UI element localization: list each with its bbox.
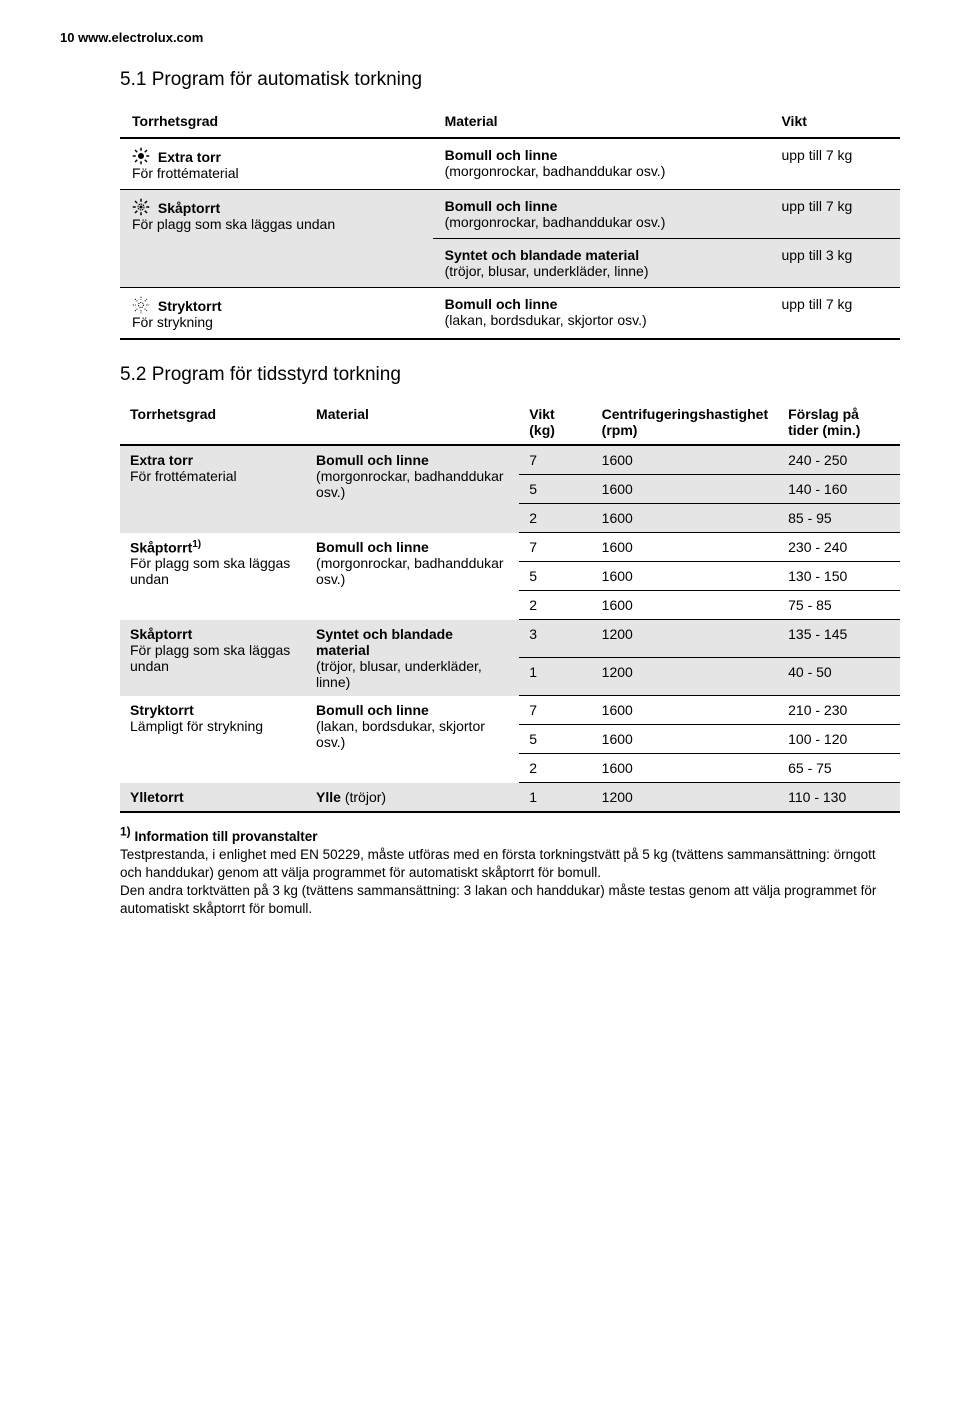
t2-cell-vikt: 7 [519,445,591,475]
t1-row-material-bold: Bomull och linne [445,147,558,163]
t2-cell-time: 130 - 150 [778,562,900,591]
t2-cell-rpm: 1600 [592,696,778,725]
t2-cell-time: 75 - 85 [778,591,900,620]
t2-cell-name: Ylletorrt [120,783,306,813]
t2-cell-vikt: 1 [519,658,591,696]
t1-row-name-bold: Stryktorrt [158,298,222,314]
t1-row-material-sub: (morgonrockar, badhanddukar osv.) [445,163,666,179]
t2-row: Skåptorrt1)För plagg som ska läggas unda… [120,533,900,562]
t1-header-2: Vikt [769,105,900,138]
section-heading-52: 5.2 Program för tidsstyrd torkning [120,364,900,386]
t2-cell-vikt: 2 [519,754,591,783]
t2-cell-time: 110 - 130 [778,783,900,813]
t2-cell-vikt: 5 [519,562,591,591]
t2-cell-time: 40 - 50 [778,658,900,696]
t2-cell-vikt: 2 [519,591,591,620]
t2-cell-material: Ylle (tröjor) [306,783,519,813]
t1-row-name-sub: För plagg som ska läggas undan [132,216,335,232]
t2-cell-name: Extra torrFör frottématerial [120,445,306,533]
t2-cell-rpm: 1200 [592,783,778,813]
t1-row-name-sub: För strykning [132,314,213,330]
sun-full-icon [132,147,150,165]
t2-cell-rpm: 1200 [592,658,778,696]
sun-half-icon [132,198,150,216]
t1-row-vikt: upp till 3 kg [769,239,900,288]
t2-cell-vikt: 7 [519,533,591,562]
t2-cell-rpm: 1600 [592,533,778,562]
t2-row: StryktorrtLämpligt för strykningBomull o… [120,696,900,725]
t2-cell-name: StryktorrtLämpligt för strykning [120,696,306,783]
t1-row-material-bold: Syntet och blandade material [445,247,640,263]
t1-row-material-bold: Bomull och linne [445,296,558,312]
footnote-p1: Testprestanda, i enlighet med EN 50229, … [120,847,876,880]
t2-cell-rpm: 1200 [592,620,778,658]
t2-cell-rpm: 1600 [592,504,778,533]
t1-row-vikt: upp till 7 kg [769,190,900,239]
t2-cell-rpm: 1600 [592,725,778,754]
t2-cell-rpm: 1600 [592,475,778,504]
t1-row-material-sub: (tröjor, blusar, underkläder, linne) [445,263,649,279]
page-header: 10 www.electrolux.com [60,30,900,45]
t2-cell-time: 85 - 95 [778,504,900,533]
t2-cell-material: Syntet och blandade material(tröjor, blu… [306,620,519,696]
t1-header-1: Material [433,105,770,138]
t2-cell-material: Bomull och linne(lakan, bordsdukar, skjo… [306,696,519,783]
t2-cell-rpm: 1600 [592,754,778,783]
t2-cell-vikt: 7 [519,696,591,725]
t2-cell-rpm: 1600 [592,591,778,620]
t2-cell-vikt: 5 [519,725,591,754]
t2-cell-time: 210 - 230 [778,696,900,725]
t2-cell-vikt: 5 [519,475,591,504]
footnote-p2: Den andra torktvätten på 3 kg (tvättens … [120,883,876,916]
t1-row: Extra torr För frottématerial Bomull och… [120,138,900,190]
t2-cell-vikt: 1 [519,783,591,813]
t2-header-0: Torrhetsgrad [120,400,306,445]
t1-row-vikt: upp till 7 kg [769,288,900,340]
sun-outline-icon [132,296,150,314]
t2-cell-material: Bomull och linne(morgonrockar, badhanddu… [306,445,519,533]
t2-header-1: Material [306,400,519,445]
t1-row-material-sub: (lakan, bordsdukar, skjortor osv.) [445,312,647,328]
t1-row: Skåptorrt För plagg som ska läggas undan… [120,190,900,239]
footnote: 1) 1) Information till provanstalterInfo… [120,823,900,919]
t2-cell-name: SkåptorrtFör plagg som ska läggas undan [120,620,306,696]
t2-header-2: Vikt (kg) [519,400,591,445]
t2-cell-rpm: 1600 [592,445,778,475]
t2-cell-time: 65 - 75 [778,754,900,783]
t2-cell-time: 140 - 160 [778,475,900,504]
t2-cell-time: 230 - 240 [778,533,900,562]
table-timed-drying: Torrhetsgrad Material Vikt (kg) Centrifu… [120,400,900,813]
t1-row-material-bold: Bomull och linne [445,198,558,214]
t1-row-name-bold: Extra torr [158,149,221,165]
t2-cell-material: Bomull och linne(morgonrockar, badhanddu… [306,533,519,620]
t2-header-4: Förslag på tider (min.) [778,400,900,445]
t2-cell-time: 240 - 250 [778,445,900,475]
t2-row: SkåptorrtFör plagg som ska läggas undanS… [120,620,900,658]
t2-cell-rpm: 1600 [592,562,778,591]
t1-row-vikt: upp till 7 kg [769,138,900,190]
t1-header-0: Torrhetsgrad [120,105,433,138]
t1-row-material-sub: (morgonrockar, badhanddukar osv.) [445,214,666,230]
t2-header-3: Centrifugeringshastighet (rpm) [592,400,778,445]
t2-cell-name: Skåptorrt1)För plagg som ska läggas unda… [120,533,306,620]
table-automatic-drying: Torrhetsgrad Material Vikt Extra torr Fö… [120,105,900,340]
t2-cell-vikt: 2 [519,504,591,533]
t2-cell-time: 100 - 120 [778,725,900,754]
t1-row-name-bold: Skåptorrt [158,200,220,216]
t1-row: Stryktorrt För strykning Bomull och linn… [120,288,900,340]
t1-row-name-sub: För frottématerial [132,165,239,181]
t2-cell-vikt: 3 [519,620,591,658]
footnote-lead: 1) 1) Information till provanstalterInfo… [120,829,317,844]
t2-row: Extra torrFör frottématerialBomull och l… [120,445,900,475]
t2-row: YlletorrtYlle (tröjor)11200110 - 130 [120,783,900,813]
section-heading-51: 5.1 Program för automatisk torkning [120,69,900,91]
t2-cell-time: 135 - 145 [778,620,900,658]
